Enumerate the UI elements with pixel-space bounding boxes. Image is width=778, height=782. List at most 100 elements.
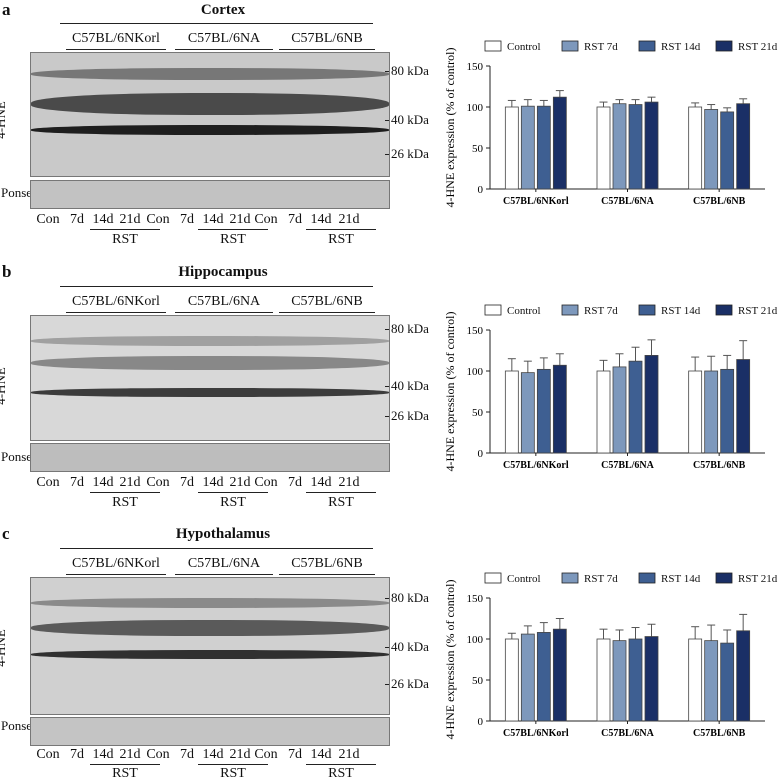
strain-label: C57BL/6NA xyxy=(187,31,261,46)
bar xyxy=(688,638,703,722)
rst-underline xyxy=(198,229,268,230)
rst-underline xyxy=(306,492,376,493)
y-tick-label: 50 xyxy=(472,407,484,419)
lane-label: Con xyxy=(254,212,278,227)
strain-underline xyxy=(66,49,166,50)
strain-underline xyxy=(279,574,375,575)
lane-label: 7d xyxy=(288,212,302,227)
x-tick-label: C57BL/6NB xyxy=(693,728,746,739)
lane-label: 14d xyxy=(202,747,224,762)
lane-label: 7d xyxy=(70,475,84,490)
lane-label: 7d xyxy=(180,212,194,227)
panel-c: c Hypothalamus C57BL/6NKorl C57BL/6NA C5… xyxy=(0,524,778,782)
bar xyxy=(504,638,519,722)
y-tick-label: 150 xyxy=(467,593,484,605)
rst-label: RST xyxy=(328,766,354,781)
x-tick-label: C57BL/6NA xyxy=(601,196,655,207)
strain-underline xyxy=(279,312,375,313)
bar xyxy=(536,105,551,190)
lane-label: Con xyxy=(146,212,170,227)
legend-swatch xyxy=(638,40,656,52)
strain-underline xyxy=(175,574,273,575)
rst-label: RST xyxy=(112,232,138,247)
lane-label: Con xyxy=(36,747,60,762)
bar xyxy=(612,366,627,454)
western-blot xyxy=(30,52,390,177)
lane-label: 14d xyxy=(92,747,114,762)
bar xyxy=(504,370,519,454)
lane-label: 21d xyxy=(119,747,141,762)
bar xyxy=(536,368,551,454)
legend-swatch xyxy=(715,304,733,316)
lane-label: 14d xyxy=(310,747,332,762)
western-blot xyxy=(30,577,390,715)
y-tick-label: 100 xyxy=(467,634,484,646)
lane-label: 7d xyxy=(180,475,194,490)
bar xyxy=(552,96,567,190)
band xyxy=(31,68,389,80)
blot-ylabel: 4-HNE xyxy=(0,367,8,405)
bar xyxy=(688,106,703,190)
strain-label: C57BL/6NB xyxy=(291,556,363,571)
ponseau-stain xyxy=(30,443,390,472)
western-blot xyxy=(30,315,390,441)
marker-26: 26 kDa xyxy=(385,408,429,423)
y-tick-label: 100 xyxy=(467,366,484,378)
region-title: Hypothalamus xyxy=(175,526,271,542)
rst-underline xyxy=(198,764,268,765)
band xyxy=(31,356,389,370)
x-tick-label: C57BL/6NKorl xyxy=(503,196,569,207)
x-tick-label: C57BL/6NKorl xyxy=(503,728,569,739)
bar xyxy=(520,105,535,190)
bar xyxy=(628,638,643,722)
legend-label: Control xyxy=(507,41,541,53)
rst-underline xyxy=(90,764,160,765)
y-tick-label: 50 xyxy=(472,143,484,155)
lane-label: 7d xyxy=(70,212,84,227)
band xyxy=(31,388,389,397)
legend-label: RST 7d xyxy=(584,305,618,317)
y-tick-label: 150 xyxy=(467,325,484,337)
rst-underline xyxy=(306,229,376,230)
strain-underline xyxy=(279,49,375,50)
legend-label: RST 21d xyxy=(738,41,778,53)
rst-label: RST xyxy=(220,495,246,510)
lane-label: 21d xyxy=(229,747,251,762)
y-axis-label: 4-HNE expression (% of control) xyxy=(443,580,457,740)
band xyxy=(31,620,389,636)
x-tick-label: C57BL/6NA xyxy=(601,460,655,471)
y-axis-label: 4-HNE expression (% of control) xyxy=(443,312,457,472)
y-tick-label: 0 xyxy=(478,716,484,728)
legend-swatch xyxy=(715,40,733,52)
bar xyxy=(628,104,643,190)
bar xyxy=(644,636,659,722)
lane-label: Con xyxy=(36,212,60,227)
bar xyxy=(552,364,567,454)
strain-underline xyxy=(175,49,273,50)
legend-swatch xyxy=(638,572,656,584)
y-tick-label: 50 xyxy=(472,675,484,687)
legend-label: RST 14d xyxy=(661,573,701,585)
strain-label: C57BL/6NKorl xyxy=(72,294,160,309)
bar xyxy=(612,640,627,722)
bar xyxy=(504,106,519,190)
marker-80: 80 kDa xyxy=(385,321,429,336)
legend-swatch xyxy=(484,40,502,52)
bar xyxy=(704,109,719,190)
panel-a: a Cortex C57BL/6NKorl C57BL/6NA C57BL/6N… xyxy=(0,0,778,258)
marker-40: 40 kDa xyxy=(385,639,429,654)
y-tick-label: 100 xyxy=(467,102,484,114)
rst-underline xyxy=(198,492,268,493)
lane-label: 7d xyxy=(288,475,302,490)
bar-chart: Control RST 7d RST 14d RST 21d 4-HNE express… xyxy=(443,40,778,207)
band xyxy=(31,336,389,346)
marker-26: 26 kDa xyxy=(385,676,429,691)
bar xyxy=(644,101,659,190)
marker-80: 80 kDa xyxy=(385,63,429,78)
band xyxy=(31,125,389,135)
strain-underline xyxy=(66,312,166,313)
lane-label: 14d xyxy=(310,212,332,227)
bar xyxy=(520,633,535,722)
rst-underline xyxy=(90,229,160,230)
lane-label: 7d xyxy=(70,747,84,762)
